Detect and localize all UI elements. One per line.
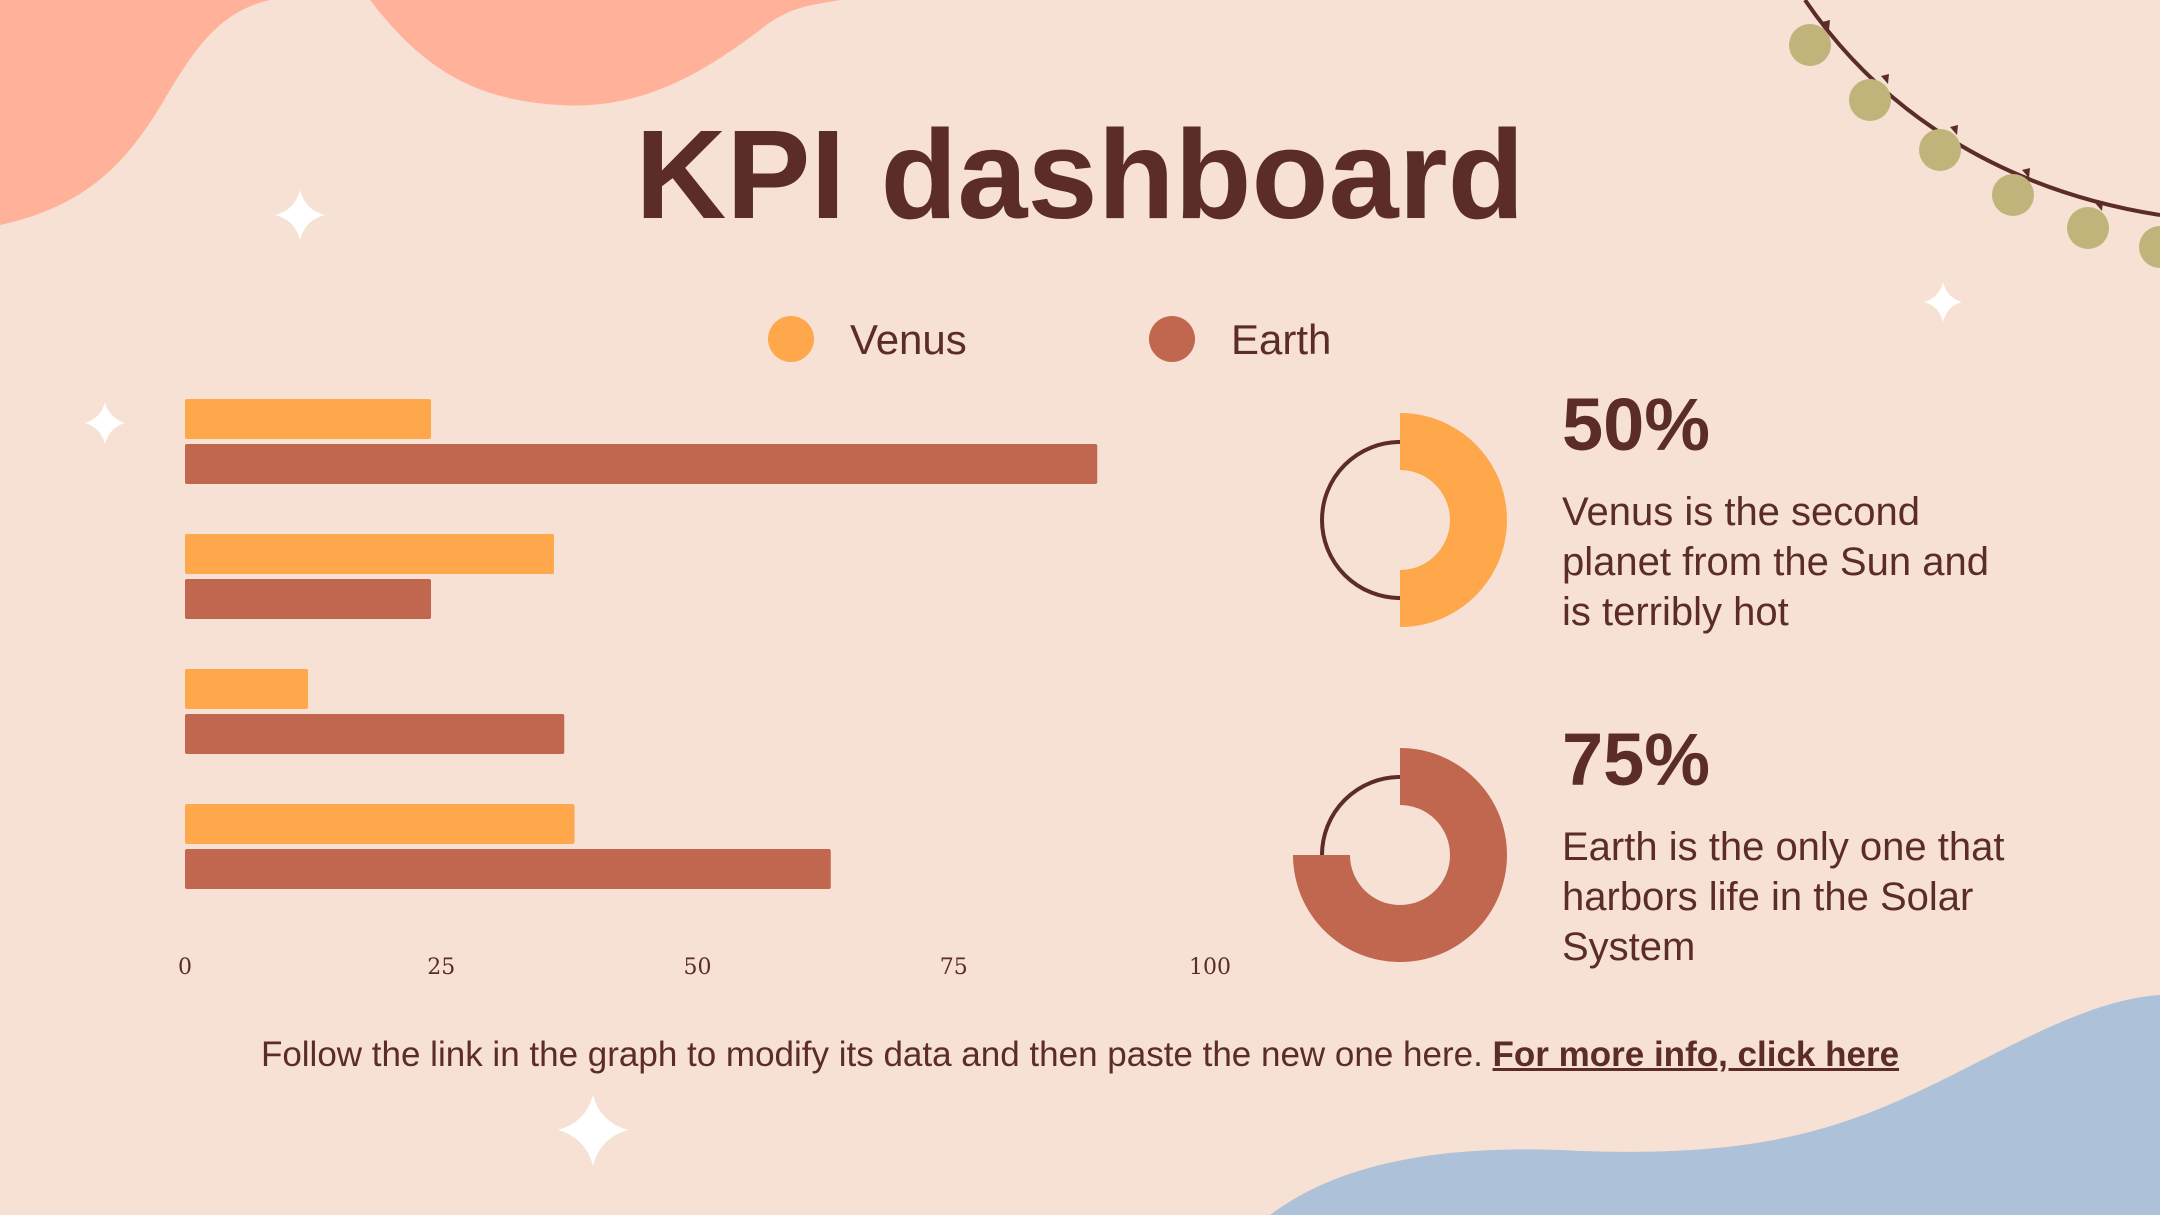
venus-donut	[1320, 413, 1507, 627]
donut-segment	[1293, 748, 1507, 962]
x-tick-label: 25	[427, 955, 456, 980]
x-tick-label: 100	[1189, 955, 1231, 980]
bar-chart	[185, 399, 1098, 889]
bar-venus-4	[185, 804, 575, 844]
legend-venus-swatch	[768, 316, 814, 362]
venus-description: Venus is the second planet from the Sun …	[1562, 490, 1989, 634]
bar-venus-2	[185, 534, 554, 574]
legend-earth-label: Earth	[1231, 316, 1332, 363]
footer: Follow the link in the graph to modify i…	[0, 1030, 2160, 1080]
string-lights-icon	[1789, 0, 2160, 268]
x-tick-label: 75	[939, 955, 968, 980]
more-info-link[interactable]: For more info, click here	[1492, 1035, 1900, 1074]
top-left-blob	[0, 0, 840, 225]
earth-percent: 75%	[1562, 718, 1711, 801]
earth-donut	[1293, 748, 1507, 962]
bar-earth-2	[185, 579, 431, 619]
legend-earth-swatch	[1149, 316, 1195, 362]
bar-earth-3	[185, 714, 565, 754]
x-tick-label: 0	[178, 955, 192, 980]
footer-text: Follow the link in the graph to modify i…	[260, 1035, 1483, 1074]
bottom-right-blob	[1270, 995, 2160, 1215]
earth-description: Earth is the only one that harbors life …	[1562, 825, 2005, 969]
bar-earth-4	[185, 849, 831, 889]
bar-venus-1	[185, 399, 431, 439]
page-title: KPI dashboard	[635, 104, 1525, 245]
donut-segment	[1400, 413, 1507, 627]
venus-percent: 50%	[1562, 383, 1711, 466]
sparkle-icon	[85, 190, 1962, 1166]
legend-venus-label: Venus	[850, 316, 967, 363]
bar-venus-3	[185, 669, 308, 709]
x-tick-label: 50	[683, 955, 712, 980]
bar-earth-1	[185, 444, 1098, 484]
